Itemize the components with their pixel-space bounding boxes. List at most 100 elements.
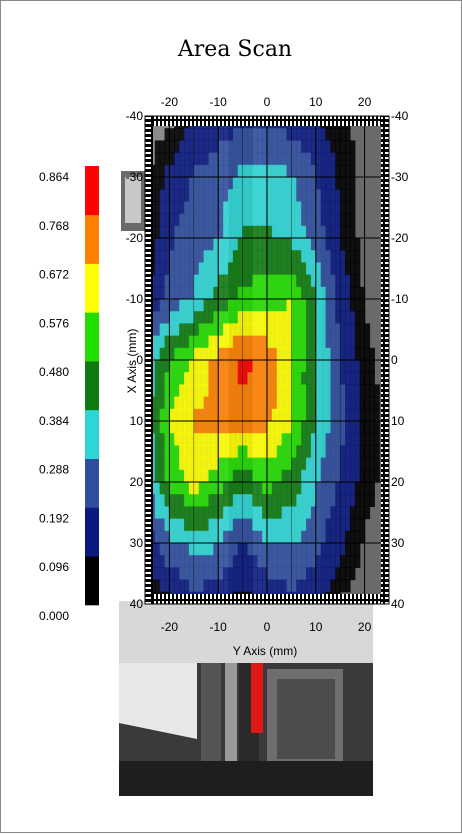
heatmap-cell [169,543,175,556]
heatmap-cell [164,567,170,581]
x-tick-label-bottom: 20 [358,620,372,634]
heatmap-cell [159,323,166,337]
heatmap-cell [193,445,200,459]
heatmap-cell [174,543,180,556]
heatmap-cell [281,201,288,215]
heatmap-cell [164,128,170,141]
heatmap-cell [271,128,278,141]
heatmap-cell [198,128,205,141]
heatmap-cell [184,360,190,373]
heatmap-cell [218,323,224,337]
heatmap-cell [247,177,253,190]
heatmap-cell [306,482,312,495]
heatmap-cell [159,164,166,178]
heatmap-cell [252,469,258,483]
heatmap-cell [252,518,258,532]
heatmap-cell [188,421,195,434]
heatmap-cell [349,164,356,178]
heatmap-cell [369,482,375,495]
heatmap-cell [301,177,307,190]
heatmap-cell [164,421,170,434]
heatmap-cell [193,128,200,141]
heatmap-cell [369,494,375,507]
heatmap-cell [193,469,200,483]
heatmap-cell [213,152,219,166]
colorbar-label: 0.384 [39,414,69,428]
heatmap-cell [349,250,356,263]
heatmap-cell [359,335,366,349]
heatmap-cell [232,555,239,568]
heatmap-cell [164,189,170,202]
heatmap-cell [349,323,356,337]
heatmap-cell [193,250,200,263]
heatmap-cell [267,384,273,398]
heatmap-cell [301,286,307,300]
heatmap-cell [232,506,239,520]
heatmap-cell [291,347,297,361]
heatmap-cell [320,530,327,544]
heatmap-cell [340,323,346,337]
heatmap-cell [364,482,371,495]
heatmap-cell [320,140,327,154]
heatmap-cell [291,506,297,520]
heatmap-cell [271,140,278,154]
heatmap-cell [174,250,180,263]
heatmap-cell [174,274,180,288]
heatmap-cell [184,372,190,385]
heatmap-cell [325,579,332,593]
heatmap-cell [301,421,307,434]
heatmap-cell [227,286,234,300]
heatmap-cell [291,164,297,178]
heatmap-cell [159,250,166,263]
heatmap-cell [164,238,170,251]
heatmap-cell [281,274,288,288]
heatmap-cell [281,347,288,361]
heatmap-cell [359,286,366,300]
heatmap-cell [154,262,161,276]
heatmap-cell [271,579,278,593]
heatmap-cell [203,555,210,568]
heatmap-cell [227,433,234,446]
heatmap-cell [227,579,234,593]
heatmap-cell [276,543,283,556]
heatmap-cell [315,482,322,495]
heatmap-cell [232,408,239,422]
heatmap-cell [179,457,185,471]
heatmap-cell [349,335,356,349]
heatmap-cell [271,323,278,337]
heatmap-cell [286,469,292,483]
heatmap-cell [159,567,166,581]
heatmap-cell [310,494,317,507]
heatmap-cell [257,238,263,251]
heatmap-cell [340,567,346,581]
heatmap-cell [267,347,273,361]
heatmap-cell [257,286,263,300]
colorbar-label: 0.864 [39,170,69,184]
heatmap-cell [335,555,341,568]
heatmap-cell [325,469,332,483]
heatmap-cell [330,128,336,141]
heatmap-cell [286,128,292,141]
heatmap-cell [179,323,185,337]
heatmap-cell [354,408,361,422]
heatmap-cell [198,567,205,581]
heatmap-cell [252,177,258,190]
heatmap-cell [281,494,288,507]
heatmap-cell [154,555,161,568]
heatmap-cell [320,408,327,422]
heatmap-cell [330,250,336,263]
heatmap-cell [306,140,312,154]
heatmap-cell [223,372,229,385]
heatmap-cell [223,250,229,263]
heatmap-cell [218,445,224,459]
heatmap-cell [291,311,297,324]
heatmap-cell [184,494,190,507]
heatmap-cell [354,457,361,471]
heatmap-cell [174,286,180,300]
heatmap-cell [218,518,224,532]
heatmap-cell [247,567,253,581]
colorbar-swatch [85,312,99,362]
heatmap-cell [232,189,239,202]
heatmap-cell [335,152,341,166]
